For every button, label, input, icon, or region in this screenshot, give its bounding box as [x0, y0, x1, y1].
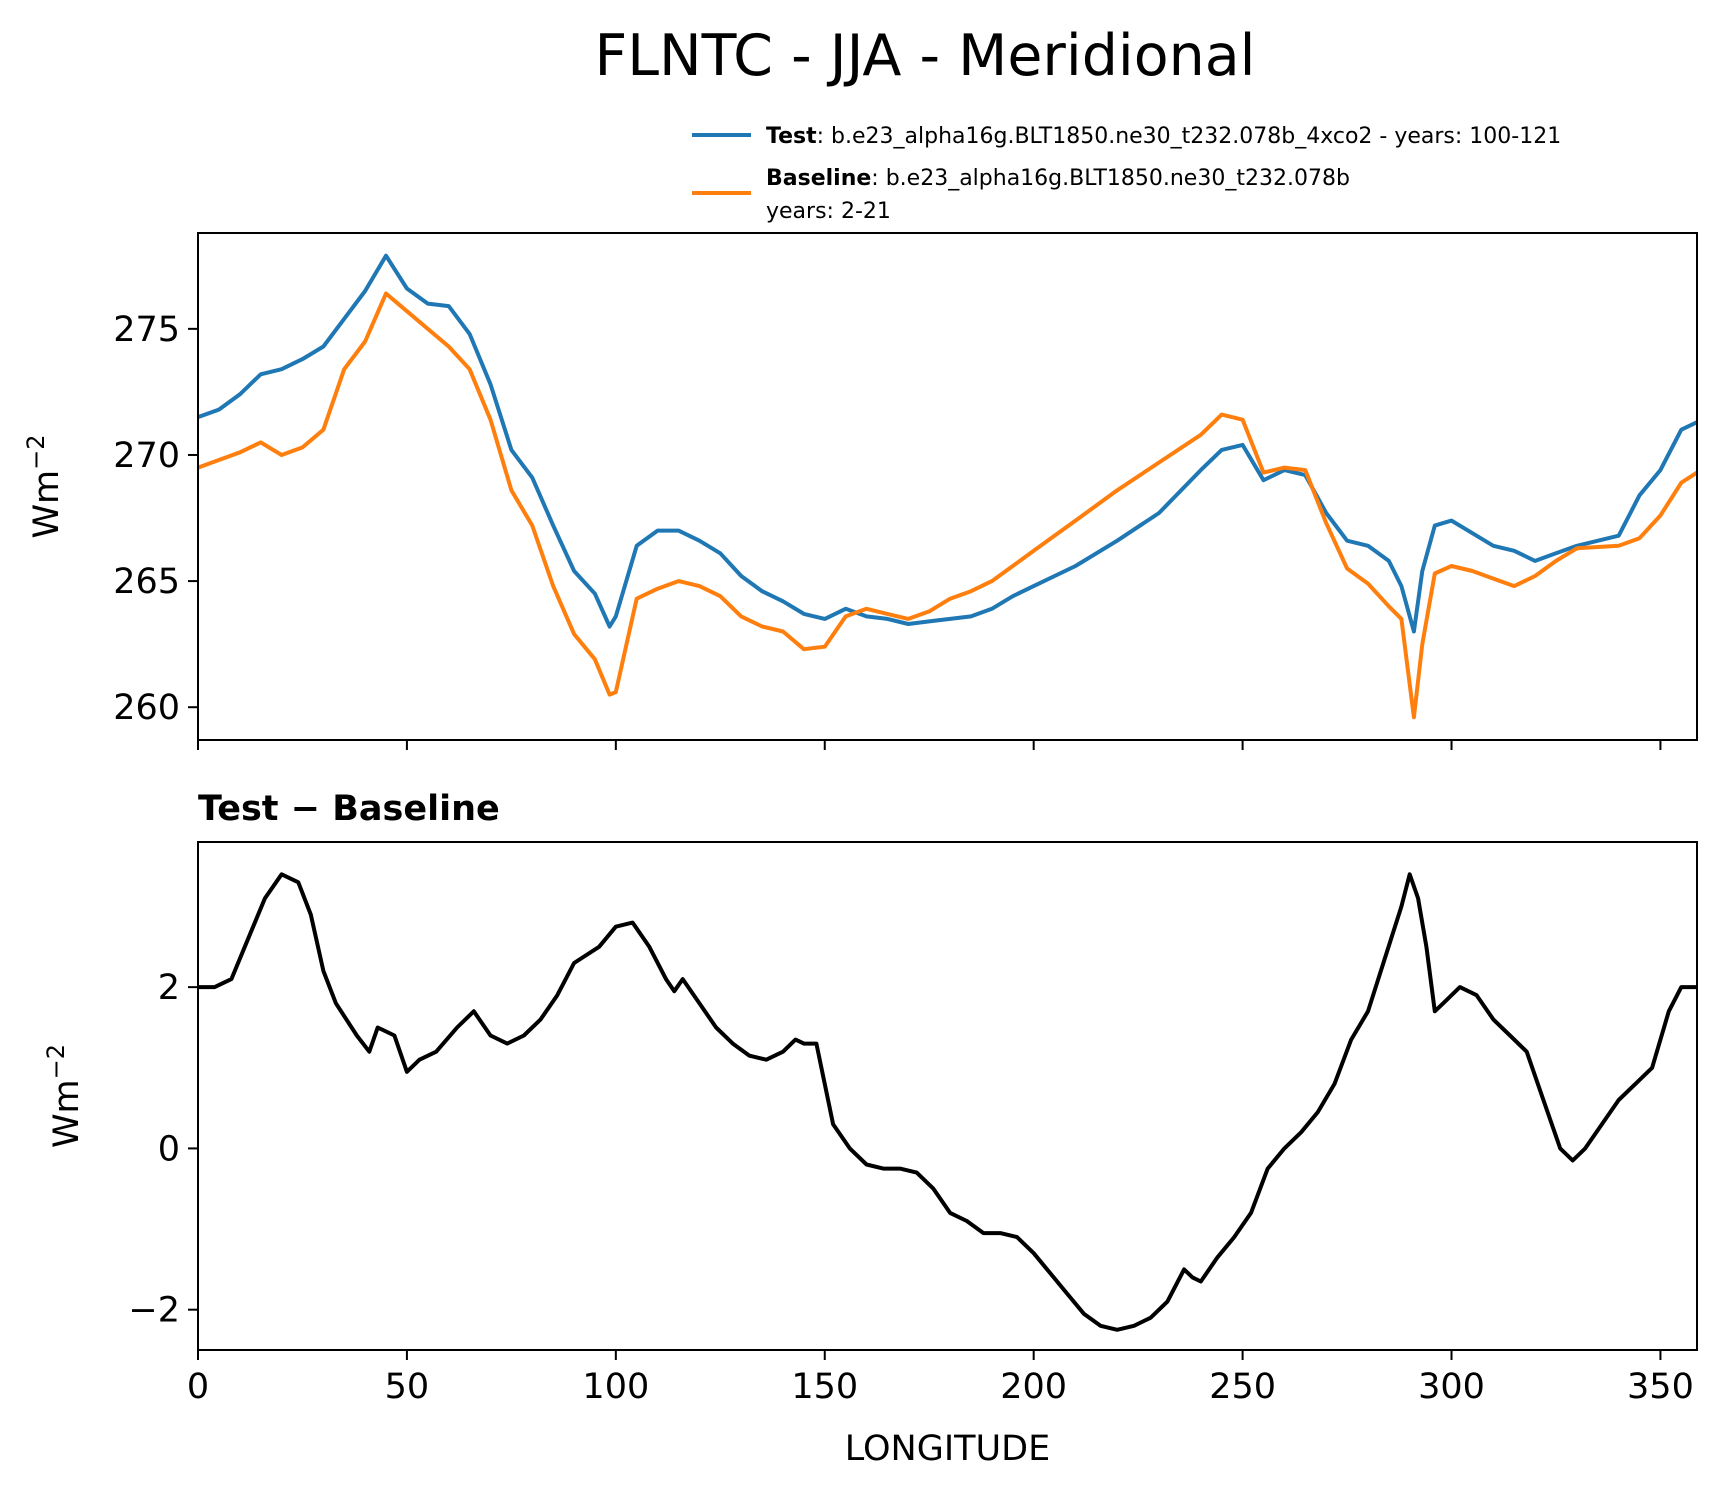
top-ytick-label: 275: [113, 310, 180, 350]
top-ytick-label: 265: [113, 562, 180, 602]
diff-ylabel-exponent: −2: [42, 1044, 70, 1079]
legend-baseline-years: years: 2-21: [766, 199, 891, 224]
legend-baseline-case: : b.e23_alpha16g.BLT1850.ne30_t232.078b: [871, 166, 1350, 191]
diff-xtick-label: 350: [1627, 1367, 1694, 1407]
top-series-line-test: [197, 253, 1698, 634]
diff-axes-frame: [197, 841, 1698, 1351]
diff-ylabel: Wm−2: [42, 1044, 87, 1148]
diff-xtick-label: 250: [1209, 1367, 1276, 1407]
top-ytick-label: 260: [113, 688, 180, 728]
legend-test-case: : b.e23_alpha16g.BLT1850.ne30_t232.078b_…: [817, 124, 1562, 149]
diff-xtick-label: 50: [385, 1367, 430, 1407]
diff-ylabel-unit: Wm: [47, 1079, 87, 1148]
diff-xtick-label: 0: [187, 1367, 209, 1407]
legend-test-name: Test: [766, 124, 817, 149]
top-panel: 260 265 270 275 Wm−2: [22, 232, 1699, 750]
legend-test-label: Test: b.e23_alpha16g.BLT1850.ne30_t232.0…: [766, 124, 1561, 149]
diff-xtick-label: 100: [582, 1367, 649, 1407]
top-series-line-baseline: [197, 291, 1699, 720]
diff-xtick-label: 200: [1000, 1367, 1067, 1407]
legend: Test: b.e23_alpha16g.BLT1850.ne30_t232.0…: [692, 124, 1561, 224]
top-axes-frame: [197, 232, 1698, 741]
diff-series-line-test-baseline: [198, 872, 1697, 1332]
diff-xtick-label: 300: [1418, 1367, 1485, 1407]
diff-ytick-label: −2: [128, 1291, 180, 1331]
diff-ytick-label: 2: [158, 968, 180, 1008]
diff-xtick-label: 150: [791, 1367, 858, 1407]
top-ylabel: Wm−2: [22, 434, 67, 538]
figure-title: FLNTC - JJA - Meridional: [595, 23, 1256, 89]
legend-baseline-name: Baseline: [766, 166, 871, 191]
top-ylabel-unit: Wm: [27, 470, 67, 539]
diff-xlabel: LONGITUDE: [845, 1429, 1051, 1469]
top-ytick-label: 270: [113, 436, 180, 476]
legend-baseline-label: Baseline: b.e23_alpha16g.BLT1850.ne30_t2…: [766, 166, 1350, 191]
top-ylabel-exponent: −2: [22, 434, 50, 469]
diff-panel-title: Test − Baseline: [198, 789, 500, 829]
diff-ytick-label: 0: [158, 1129, 180, 1169]
